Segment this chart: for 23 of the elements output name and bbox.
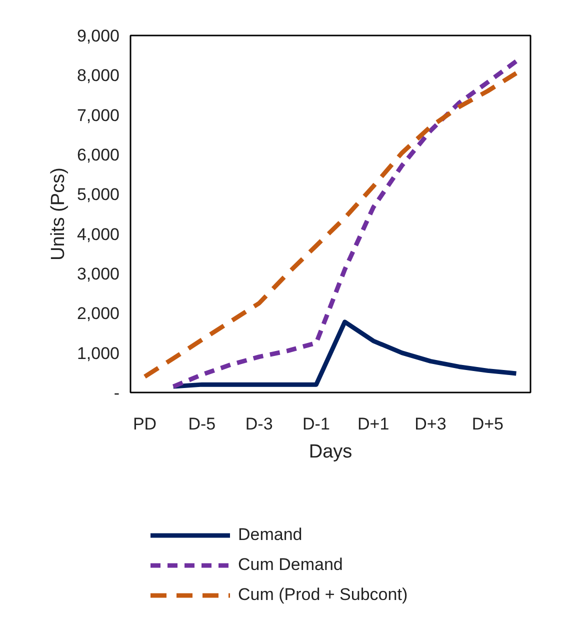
x-tick-label: D+5 [472,414,504,434]
y-tick-label: 6,000 [76,146,120,164]
y-tick-label: 9,000 [76,26,120,46]
y-tick-label: 1,000 [76,344,120,363]
y-tick-label: 3,000 [76,264,120,284]
y-tick-label: 4,000 [76,224,120,244]
y-tick-label: 8,000 [76,66,120,86]
legend-label: Cum Demand [238,555,343,575]
y-tick-label: - [114,384,120,402]
y-axis-title: Units (Pcs) [48,168,69,260]
y-tick-label: 7,000 [76,106,120,125]
line-series [171,320,518,389]
legend-label: Cum (Prod + Subcont) [238,585,408,605]
legend-label: Demand [238,525,302,545]
y-tick-label: 5,000 [76,185,120,204]
x-tick-label: D+1 [358,414,390,434]
y-tick-label: 2,000 [76,304,120,324]
x-tick-label: D+3 [414,414,446,434]
x-tick-label: D-3 [245,414,273,434]
x-tick-label: PD [132,414,157,434]
x-tick-label: D-5 [188,414,216,434]
x-tick-label: D-1 [302,414,330,434]
x-axis-title: Days [308,442,352,462]
